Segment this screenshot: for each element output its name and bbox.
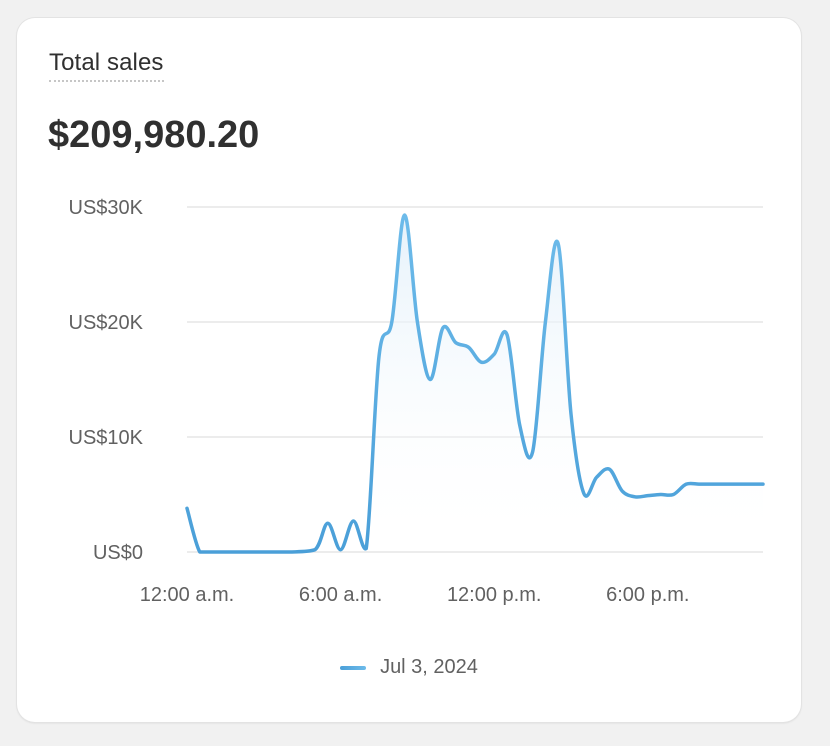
data-point[interactable] (578, 487, 590, 499)
data-point[interactable] (335, 544, 347, 556)
x-tick-label: 6:00 a.m. (299, 584, 382, 606)
sales-line-chart: US$0 US$10K US$20K US$30K 12:00 a.m. 6:00 a.… (69, 197, 769, 606)
data-point[interactable] (603, 463, 615, 475)
chart-legend: Jul 3, 2024 (17, 656, 801, 679)
card-title[interactable]: Total sales (49, 49, 164, 82)
data-point[interactable] (463, 341, 475, 353)
data-point[interactable] (207, 546, 219, 558)
data-point[interactable] (501, 329, 513, 341)
data-point[interactable] (322, 517, 334, 529)
data-point[interactable] (744, 478, 756, 490)
data-point[interactable] (488, 348, 500, 360)
data-point[interactable] (283, 546, 295, 558)
data-point[interactable] (616, 485, 628, 497)
legend-label: Jul 3, 2024 (380, 656, 478, 678)
series-layer (181, 209, 769, 558)
data-point[interactable] (591, 471, 603, 483)
data-point[interactable] (194, 546, 206, 558)
data-point[interactable] (411, 316, 423, 328)
data-point[interactable] (680, 478, 692, 490)
data-point[interactable] (527, 446, 539, 458)
total-sales-card: Total sales $209,980.20 US$0 US$10K US$20K… (17, 18, 801, 722)
data-point[interactable] (424, 374, 436, 386)
data-point[interactable] (655, 489, 667, 501)
data-point[interactable] (232, 546, 244, 558)
data-point[interactable] (450, 337, 462, 349)
data-point[interactable] (719, 478, 731, 490)
data-point[interactable] (539, 316, 551, 328)
data-point[interactable] (399, 209, 411, 221)
data-point[interactable] (373, 351, 385, 363)
data-point[interactable] (475, 356, 487, 368)
data-point[interactable] (757, 478, 769, 490)
total-sales-value: $209,980.20 (48, 114, 260, 156)
x-tick-label: 12:00 p.m. (447, 584, 542, 606)
data-point[interactable] (437, 322, 449, 334)
data-point[interactable] (309, 544, 321, 556)
y-tick-label: US$0 (93, 542, 143, 564)
legend-swatch (340, 665, 367, 670)
data-point[interactable] (360, 543, 372, 555)
data-point[interactable] (514, 420, 526, 432)
y-tick-label: US$10K (69, 427, 144, 449)
y-tick-label: US$30K (69, 197, 144, 219)
x-tick-label: 6:00 p.m. (606, 584, 689, 606)
data-point[interactable] (629, 491, 641, 503)
data-point[interactable] (386, 316, 398, 328)
data-point[interactable] (693, 478, 705, 490)
data-point[interactable] (181, 502, 193, 514)
series-area (187, 215, 763, 553)
y-tick-label: US$20K (69, 312, 144, 334)
data-point[interactable] (258, 546, 270, 558)
series-line[interactable] (185, 213, 765, 554)
x-axis-ticks: 12:00 a.m. 6:00 a.m. 12:00 p.m. 6:00 p.m. (140, 584, 690, 606)
data-point[interactable] (565, 408, 577, 420)
data-point[interactable] (347, 515, 359, 527)
x-tick-label: 12:00 a.m. (140, 584, 235, 606)
data-point[interactable] (552, 238, 564, 250)
data-point[interactable] (642, 490, 654, 502)
data-point[interactable] (667, 489, 679, 501)
y-axis-ticks: US$0 US$10K US$20K US$30K (69, 197, 144, 564)
data-point[interactable] (731, 478, 743, 490)
data-point[interactable] (706, 478, 718, 490)
